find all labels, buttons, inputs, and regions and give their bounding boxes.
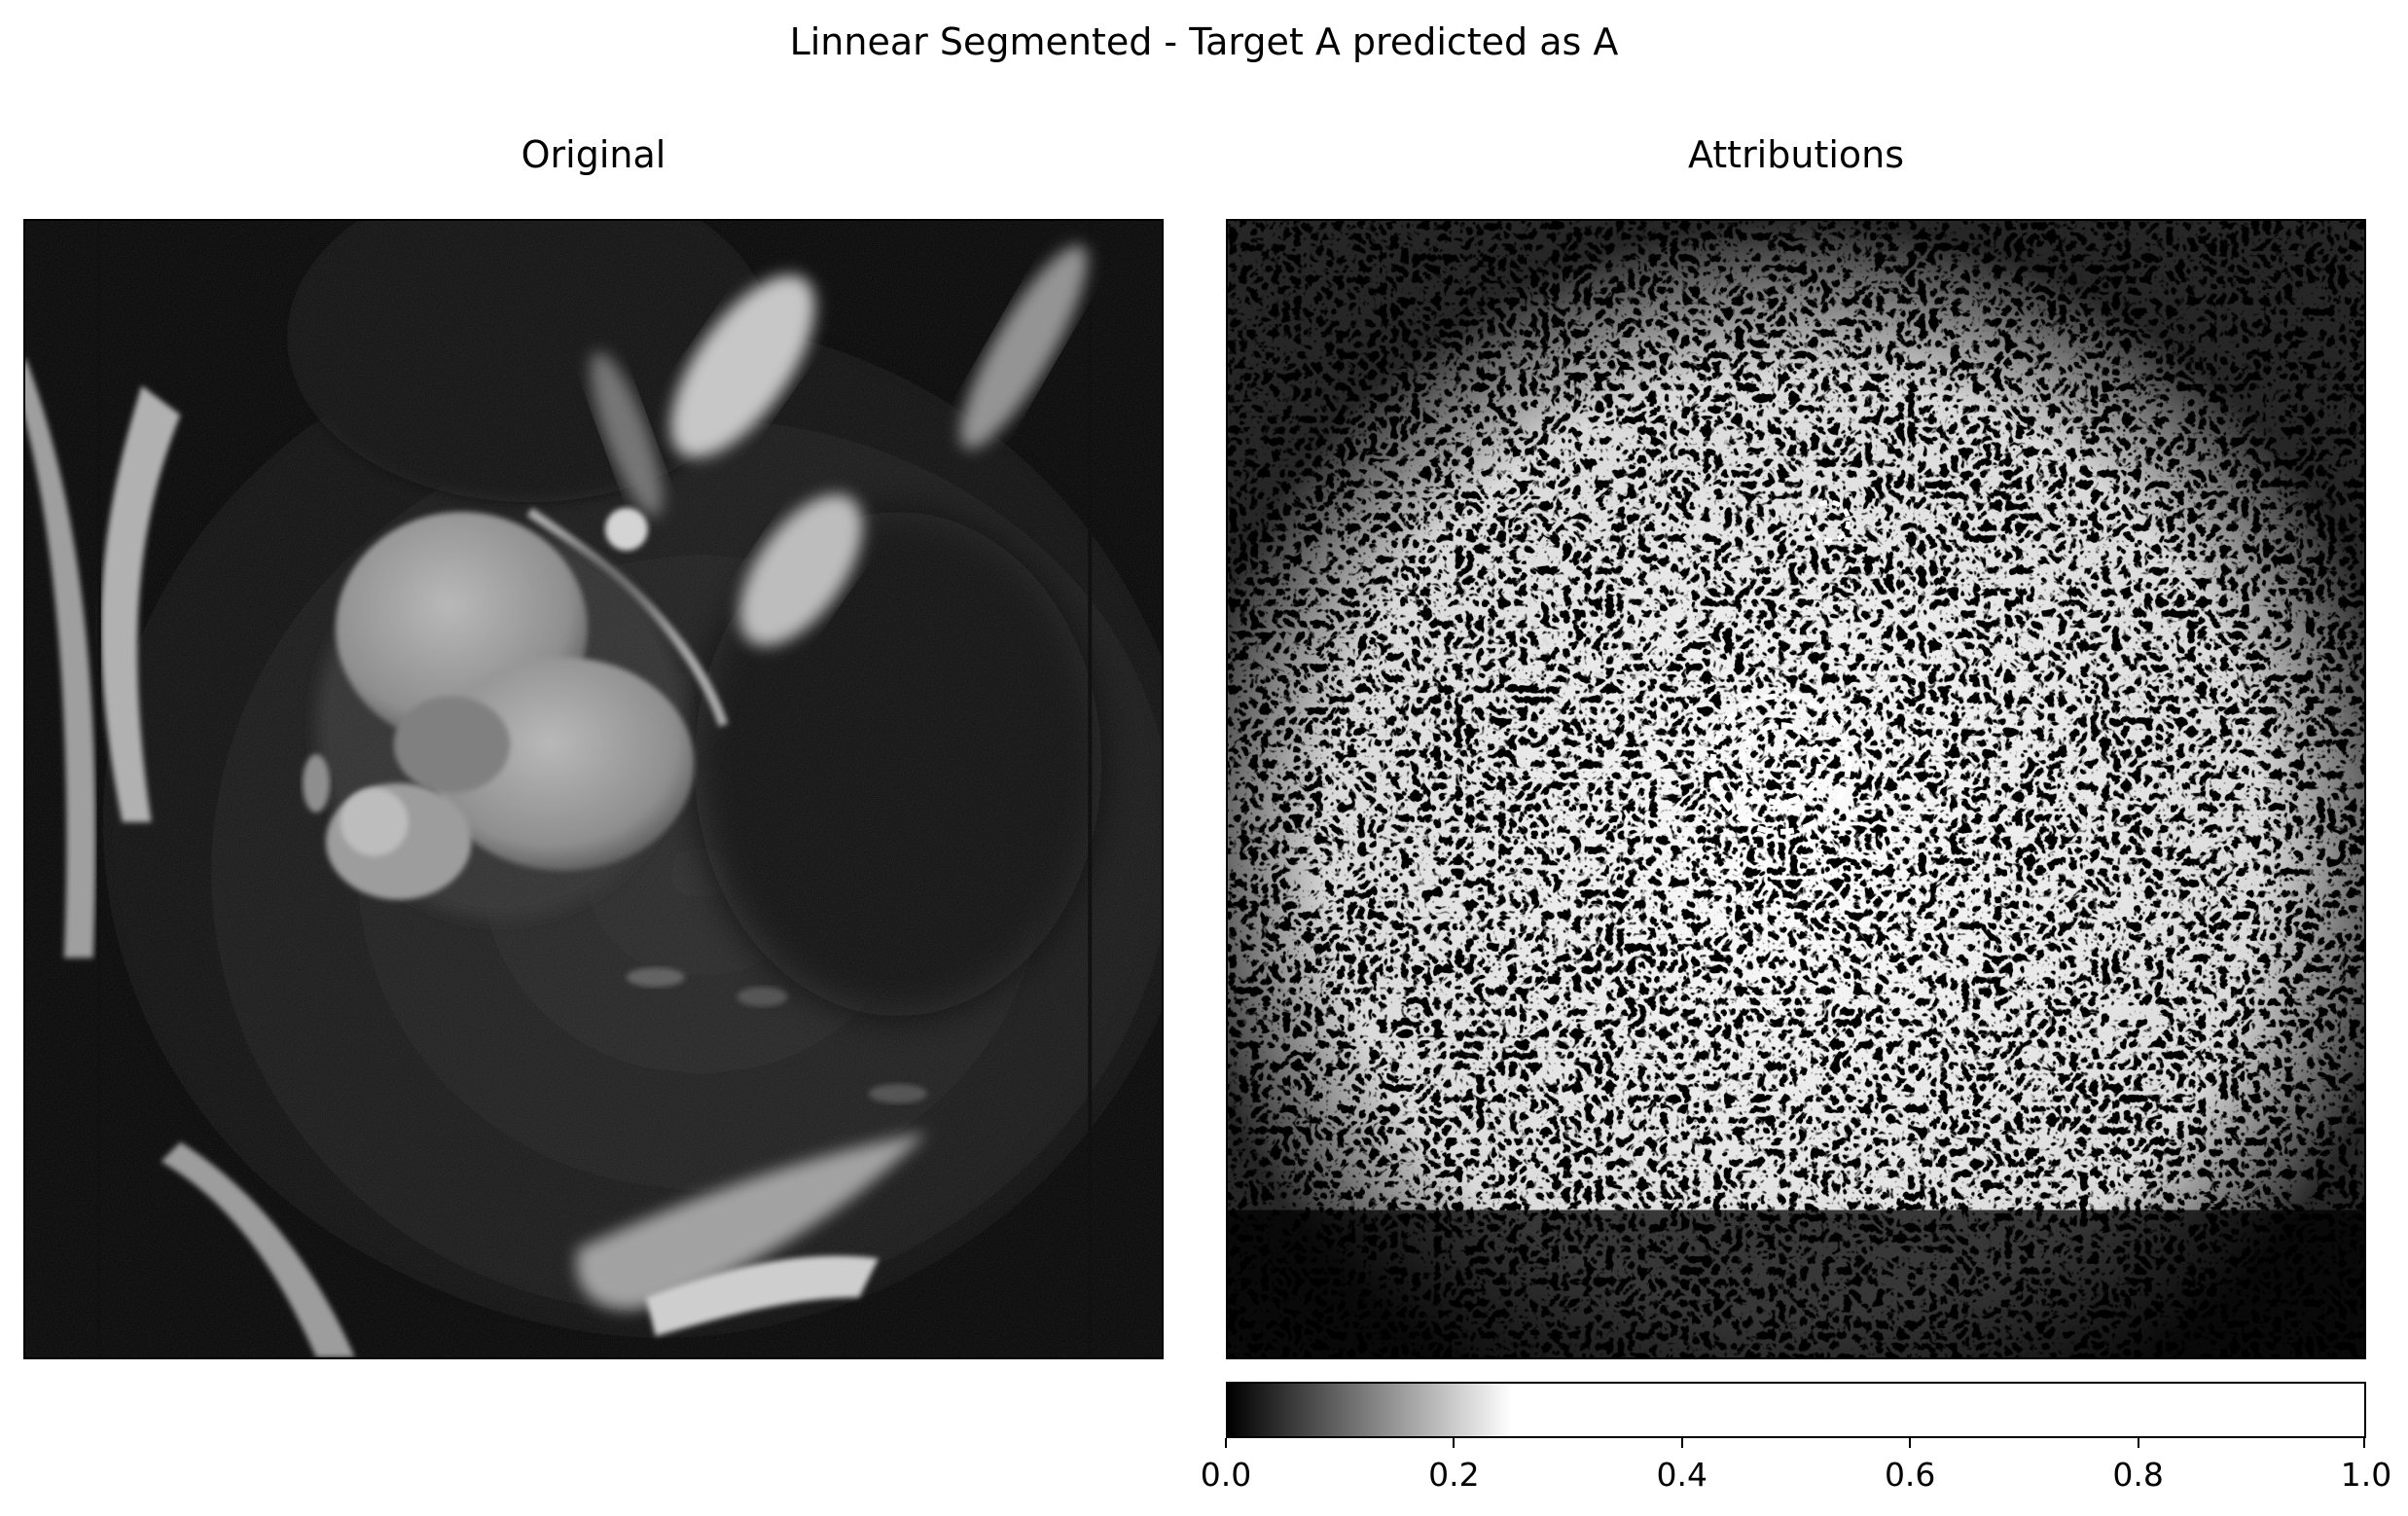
colorbar bbox=[1226, 1382, 2366, 1438]
original-image bbox=[25, 221, 1162, 1357]
colorbar-tick bbox=[2137, 1438, 2139, 1448]
colorbar-tick-label: 0.6 bbox=[1884, 1456, 1936, 1494]
colorbar-tick-label: 0.2 bbox=[1428, 1456, 1480, 1494]
colorbar-tick bbox=[1680, 1438, 1683, 1448]
colorbar-tick-label: 0.0 bbox=[1200, 1456, 1252, 1494]
colorbar-tick bbox=[2363, 1438, 2365, 1448]
colorbar-tick-label: 0.4 bbox=[1656, 1456, 1708, 1494]
attributions-image-panel bbox=[1226, 219, 2366, 1359]
colorbar-tick bbox=[1453, 1438, 1456, 1448]
colorbar-tick bbox=[1225, 1438, 1227, 1448]
colorbar-tick-label: 0.8 bbox=[2112, 1456, 2164, 1494]
original-image-panel bbox=[23, 219, 1164, 1359]
colorbar-tick-label: 1.0 bbox=[2340, 1456, 2392, 1494]
colorbar-gradient bbox=[1228, 1384, 2364, 1436]
original-title: Original bbox=[521, 133, 666, 176]
attributions-image bbox=[1228, 221, 2364, 1357]
attributions-title: Attributions bbox=[1687, 133, 1905, 176]
colorbar-tick bbox=[1909, 1438, 1912, 1448]
figure-title: Linnear Segmented - Target A predicted a… bbox=[789, 20, 1619, 63]
